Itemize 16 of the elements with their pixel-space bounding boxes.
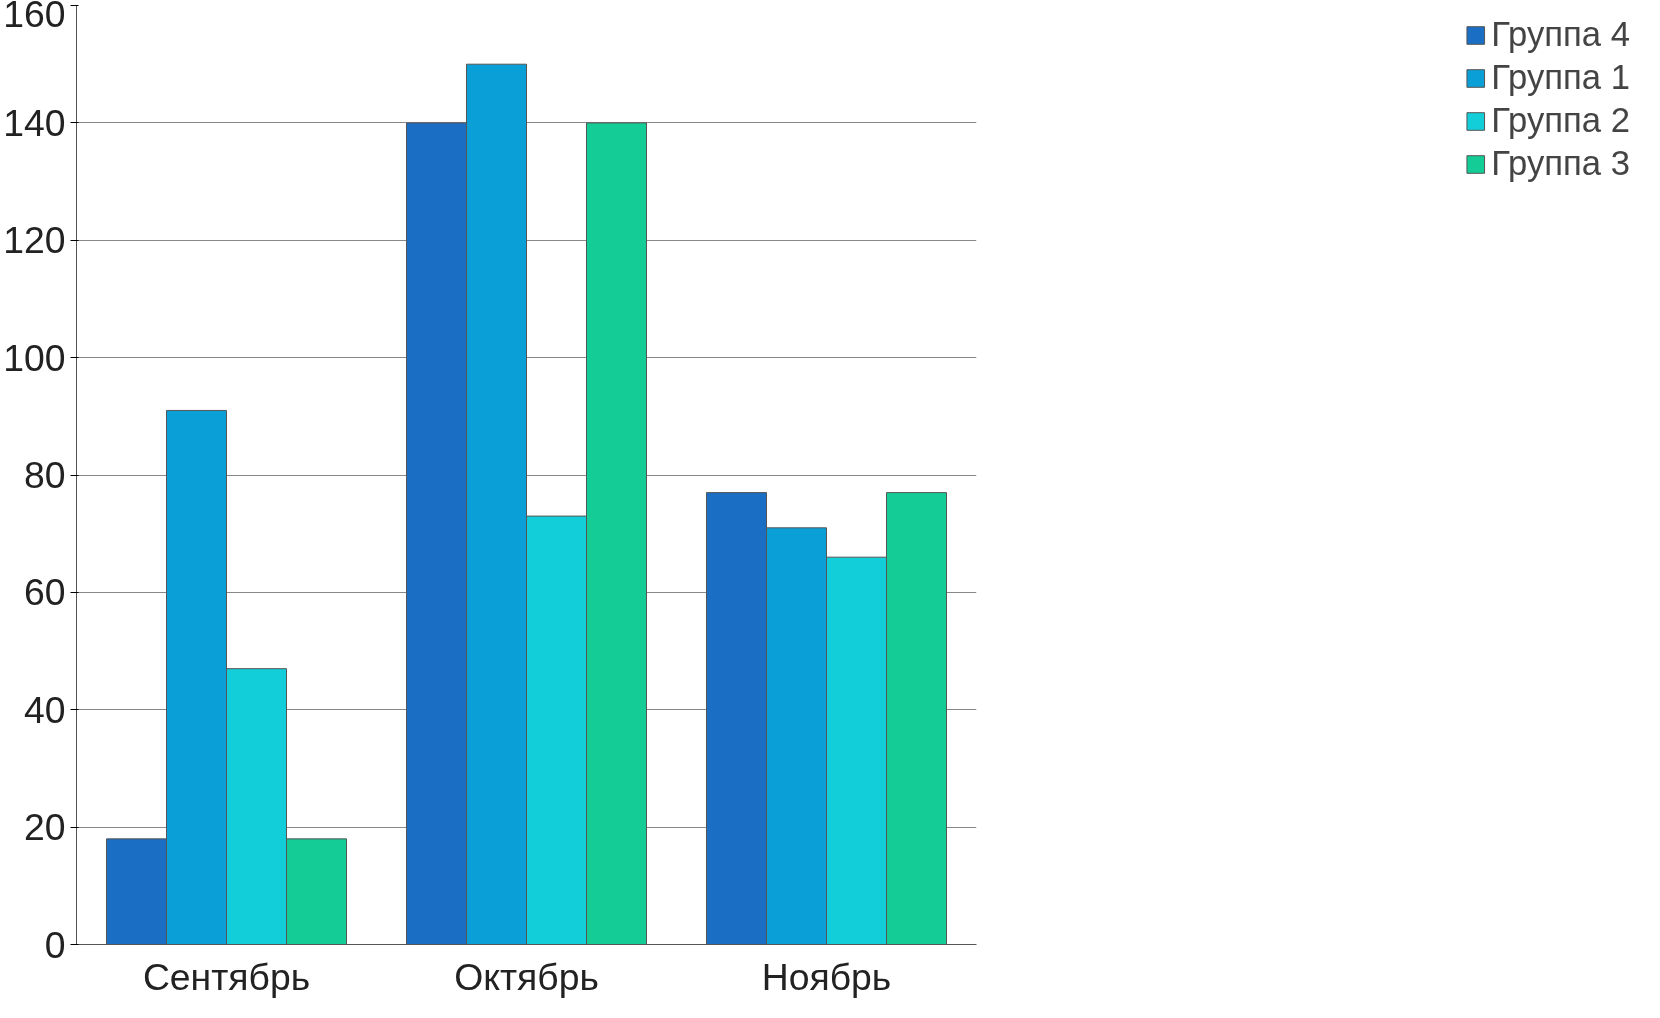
y-tick-label: 60 <box>23 571 66 614</box>
y-tick-label: 100 <box>3 336 66 379</box>
y-tick-label: 120 <box>3 219 66 262</box>
y-tick-label: 160 <box>3 0 66 35</box>
y-tick-label: 20 <box>23 806 66 849</box>
x-tick-label: Ноябрь <box>761 955 892 998</box>
legend-label: Группа 4 <box>1491 15 1630 54</box>
y-tick-label: 80 <box>23 454 66 496</box>
legend-label: Группа 3 <box>1491 144 1630 183</box>
y-tick-label: 140 <box>3 101 66 144</box>
x-tick-label: Сентябрь <box>142 955 311 998</box>
legend-label: Группа 1 <box>1491 58 1630 97</box>
x-tick-label: Октябрь <box>454 955 599 998</box>
y-tick-label: 0 <box>44 923 66 966</box>
y-tick-label: 40 <box>23 688 66 731</box>
legend-label: Группа 2 <box>1491 101 1630 140</box>
